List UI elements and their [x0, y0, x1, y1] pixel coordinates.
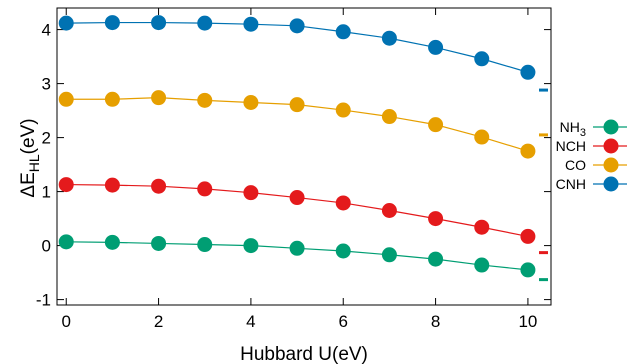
legend-label-main: NH — [560, 119, 580, 135]
data-point — [428, 117, 444, 133]
legend-item-nh3: NH3 — [560, 119, 627, 139]
y-tick-label: -1 — [36, 291, 51, 310]
data-point — [289, 190, 305, 206]
data-point — [151, 90, 167, 106]
data-point — [520, 64, 536, 80]
data-point — [474, 257, 490, 273]
data-point — [474, 219, 490, 235]
y-tick-label: 4 — [42, 21, 51, 40]
data-point — [104, 15, 120, 31]
y-axis-title-main: ΔE — [18, 172, 39, 197]
data-point — [197, 15, 213, 31]
legend-label-sub: 3 — [580, 127, 586, 139]
legend-item-nch: NCH — [556, 138, 627, 154]
y-tick-label: 3 — [42, 75, 51, 94]
data-point — [335, 102, 351, 118]
series-co — [58, 90, 536, 159]
data-point — [428, 211, 444, 227]
legend-marker — [603, 157, 619, 173]
data-point — [381, 203, 397, 218]
series-nch — [58, 177, 536, 244]
legend-label: CO — [565, 157, 586, 173]
data-point — [474, 51, 490, 67]
data-point — [520, 143, 536, 159]
data-point — [243, 16, 259, 32]
data-point — [474, 129, 490, 145]
data-point — [289, 18, 305, 34]
legend-label: CNH — [556, 176, 586, 192]
x-tick-label: 6 — [339, 312, 348, 331]
series-nh3 — [58, 234, 536, 278]
y-tick-label: 2 — [42, 129, 51, 148]
plot-frame — [56, 7, 552, 306]
legend-item-cnh: CNH — [556, 176, 627, 192]
data-point — [428, 39, 444, 55]
x-tick-label: 4 — [246, 312, 255, 331]
data-point — [243, 185, 259, 201]
y-tick-label: 0 — [42, 237, 51, 256]
data-point — [58, 177, 74, 193]
data-point — [197, 237, 213, 253]
data-point — [58, 15, 74, 31]
legend-label-main: CNH — [556, 176, 586, 192]
y-axis-title-sub: HL — [26, 154, 42, 172]
data-point — [381, 109, 397, 125]
data-point — [335, 24, 351, 40]
data-point — [520, 228, 536, 244]
x-tick-label: 8 — [431, 312, 440, 331]
data-point — [104, 177, 120, 193]
data-point — [151, 15, 167, 31]
x-tick-label: 10 — [518, 312, 537, 331]
x-axis-title: Hubbard U(eV) — [240, 344, 368, 364]
data-point — [520, 262, 536, 278]
legend-label-main: CO — [565, 157, 586, 173]
data-point — [428, 251, 444, 267]
y-tick-label: 1 — [42, 183, 51, 202]
legend-marker — [603, 176, 619, 192]
data-point — [243, 95, 259, 110]
data-point — [335, 243, 351, 259]
data-point — [197, 92, 213, 108]
data-point — [58, 234, 74, 250]
data-point — [104, 91, 120, 107]
legend-marker — [603, 119, 619, 135]
data-point — [58, 91, 74, 107]
data-point — [289, 240, 305, 256]
data-point — [335, 195, 351, 211]
legend-label: NH3 — [560, 119, 586, 139]
data-point — [197, 181, 213, 197]
axes: 0 2 4 6 8 10 -1 0 1 2 3 4 — [36, 8, 551, 331]
data-point — [381, 247, 397, 263]
data-point — [243, 238, 259, 254]
y-axis-title: ΔEHL(eV) — [18, 118, 42, 197]
legend-label: NCH — [556, 138, 586, 154]
data-point — [151, 235, 167, 251]
x-tick-label: 2 — [154, 312, 163, 331]
data-point — [381, 30, 397, 46]
data-point — [104, 234, 120, 250]
legend-marker — [603, 138, 619, 154]
series-layer — [58, 15, 536, 278]
legend-item-co: CO — [565, 157, 627, 173]
series-cnh — [58, 15, 536, 80]
reference-markers — [539, 88, 548, 282]
legend-label-main: NCH — [556, 138, 586, 154]
x-tick-label: 0 — [61, 312, 70, 331]
data-point — [151, 178, 167, 194]
y-axis-title-suffix: (eV) — [18, 118, 39, 154]
data-point — [289, 97, 305, 113]
